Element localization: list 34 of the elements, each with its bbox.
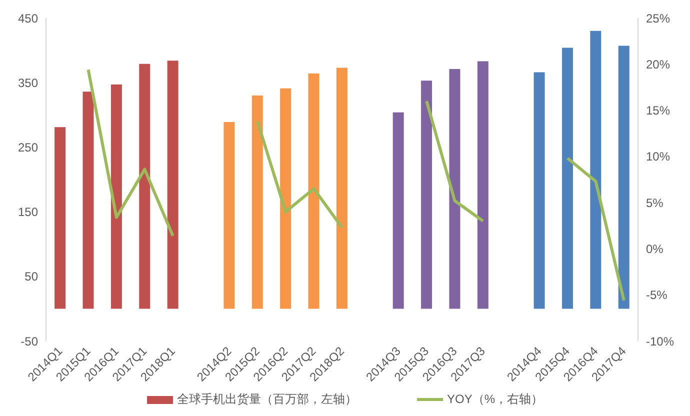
y2-tick-label: 5% [646,196,664,210]
bar [54,127,66,309]
bar [82,92,94,309]
bar [252,96,263,309]
y-tick-label: 150 [18,205,38,220]
bar [590,30,602,309]
bar [167,60,178,309]
y2-tick-label: 10% [646,150,670,164]
y-tick-label: 350 [18,76,38,90]
y-tick-label: -50 [20,334,38,348]
bar [534,72,545,309]
y2-tick-label: -10% [646,334,674,348]
y2-tick-label: 15% [646,104,670,118]
bar [110,84,122,309]
y-tick-label: 450 [18,11,38,26]
y2-tick-label: 0% [646,242,664,256]
y2-tick-label: -5% [646,288,668,302]
bar [449,69,460,309]
y-tick-label: 250 [18,140,38,154]
bar [421,80,432,309]
bar [280,88,292,309]
y2-tick-label: 25% [646,11,670,26]
bar [562,48,573,309]
bar [224,122,235,309]
legend-label: YOY（%，右轴） [446,391,543,408]
bar [392,112,404,309]
bar [618,46,630,309]
bar [477,61,488,309]
bar [139,64,150,309]
bar [308,74,320,309]
y-tick-label: 50 [24,270,38,284]
legend-label: 全球手机出货量（百万部，左轴） [176,391,357,408]
bar [336,68,348,309]
y2-tick-label: 20% [646,57,670,72]
